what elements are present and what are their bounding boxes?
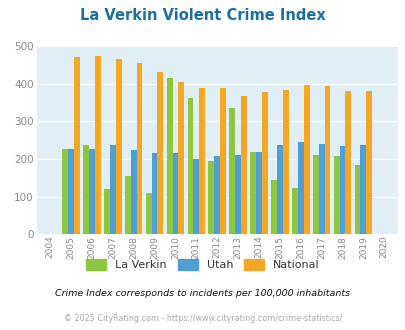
Bar xyxy=(365,91,371,234)
Text: © 2025 CityRating.com - https://www.cityrating.com/crime-statistics/: © 2025 CityRating.com - https://www.city… xyxy=(64,314,341,323)
Bar xyxy=(166,78,172,234)
Bar xyxy=(83,145,89,234)
Legend: La Verkin, Utah, National: La Verkin, Utah, National xyxy=(81,255,324,275)
Bar xyxy=(178,82,184,234)
Bar xyxy=(136,63,142,234)
Bar xyxy=(333,156,339,234)
Bar xyxy=(214,156,220,234)
Bar xyxy=(62,148,68,234)
Bar xyxy=(74,57,79,234)
Bar xyxy=(256,152,261,234)
Bar xyxy=(318,144,324,234)
Bar xyxy=(261,92,267,234)
Bar xyxy=(68,148,74,234)
Text: Crime Index corresponds to incidents per 100,000 inhabitants: Crime Index corresponds to incidents per… xyxy=(55,289,350,298)
Bar xyxy=(291,188,297,234)
Bar xyxy=(220,88,226,234)
Bar xyxy=(354,165,360,234)
Bar xyxy=(187,98,193,234)
Bar xyxy=(208,161,214,234)
Bar xyxy=(89,148,95,234)
Bar xyxy=(125,176,130,234)
Bar xyxy=(130,150,136,234)
Text: La Verkin Violent Crime Index: La Verkin Violent Crime Index xyxy=(80,8,325,23)
Bar xyxy=(157,72,163,234)
Bar xyxy=(312,155,318,234)
Bar xyxy=(115,59,121,234)
Bar xyxy=(249,152,256,234)
Bar xyxy=(339,146,345,234)
Bar xyxy=(324,86,330,234)
Bar xyxy=(360,145,365,234)
Bar xyxy=(345,91,350,234)
Bar xyxy=(193,159,199,234)
Bar xyxy=(145,193,151,234)
Bar xyxy=(95,56,100,234)
Bar xyxy=(303,84,309,234)
Bar xyxy=(229,108,234,234)
Bar xyxy=(282,90,288,234)
Bar xyxy=(151,153,157,234)
Bar xyxy=(241,96,246,234)
Bar xyxy=(234,155,241,234)
Bar xyxy=(199,88,205,234)
Bar xyxy=(172,153,178,234)
Bar xyxy=(276,145,282,234)
Bar xyxy=(110,145,115,234)
Bar xyxy=(271,180,276,234)
Bar xyxy=(297,142,303,234)
Bar xyxy=(104,189,110,234)
